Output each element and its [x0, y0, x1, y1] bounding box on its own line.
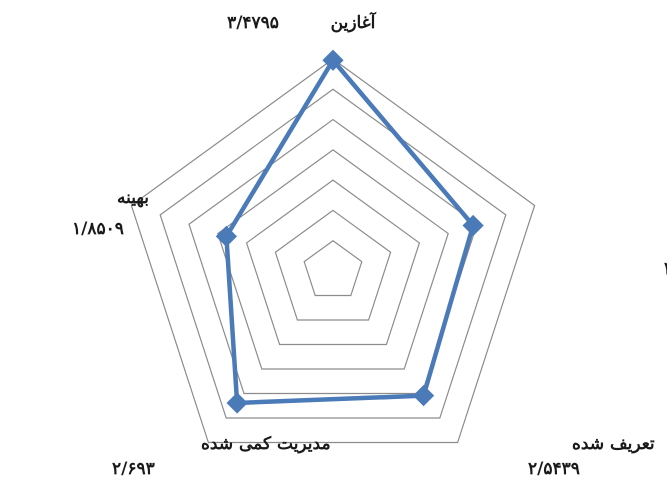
grid-ring-3 [245, 179, 421, 346]
series-line [224, 57, 476, 406]
value-label-5: ۱/۸۵۰۹ [72, 219, 124, 239]
grid-ring-5 [188, 118, 478, 395]
category-label-1: آغازین [331, 11, 377, 33]
data-point-4 [226, 392, 248, 414]
data-point-3 [412, 385, 435, 407]
value-label-2: ۲/۴۳۲۷ [664, 259, 667, 279]
grid-ring-2 [274, 209, 392, 321]
category-label-5: بهینه [117, 188, 149, 208]
category-label-3: تعریف شده [572, 434, 655, 454]
value-label-3: ۲/۵۴۳۹ [528, 459, 580, 479]
grid-ring-7 [130, 58, 536, 444]
value-label-4: ۲/۶۹۳ [112, 459, 155, 479]
grid-ring-6 [159, 88, 507, 419]
category-label-4: مدیریت کمی شده [201, 434, 331, 454]
value-label-1: ۳/۴۷۹۵ [227, 13, 279, 33]
data-point-5 [215, 225, 237, 247]
grid-ring-1 [303, 239, 363, 297]
series-layer [215, 49, 484, 414]
grid-layer [130, 58, 536, 444]
